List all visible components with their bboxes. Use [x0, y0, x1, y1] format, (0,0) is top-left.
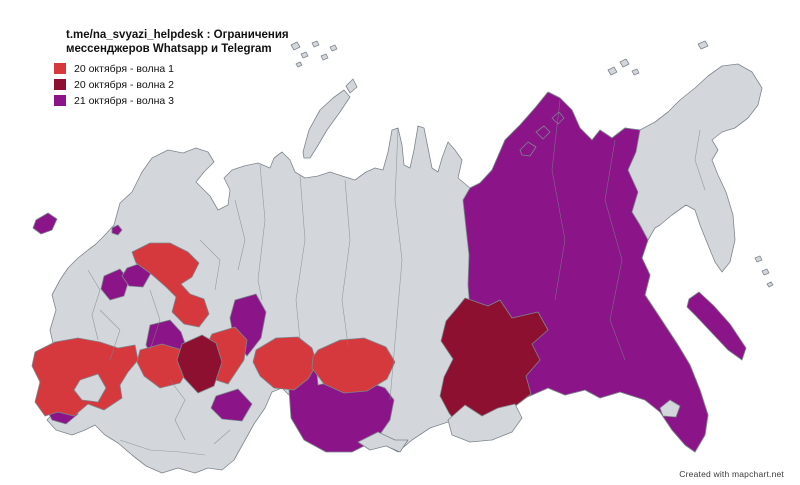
map-region	[210, 388, 253, 422]
legend-item-wave1: 20 октября - волна 1	[54, 61, 174, 76]
map-region	[320, 53, 329, 61]
map-region	[619, 58, 630, 68]
map-region	[136, 343, 191, 389]
map-region	[447, 403, 523, 443]
legend-item-wave2: 20 октября - волна 2	[54, 77, 174, 92]
map-region	[252, 336, 318, 391]
legend-swatch-wave1	[54, 63, 66, 74]
legend-swatch-wave3	[54, 95, 66, 106]
map-region	[100, 268, 130, 301]
region-borders	[87, 99, 706, 456]
map-region	[686, 291, 747, 361]
map-region	[754, 255, 763, 263]
map-region	[535, 125, 551, 140]
map-region	[302, 89, 351, 159]
map-region	[176, 334, 223, 394]
legend-label-wave2: 20 октября - волна 2	[74, 78, 174, 91]
map-region	[519, 141, 537, 157]
map-region	[300, 51, 309, 59]
map-region	[697, 40, 709, 50]
map-region	[766, 281, 774, 288]
map-region	[357, 431, 409, 453]
map-title: t.me/na_svyazi_helpdesk : Ограничения ме…	[66, 28, 289, 56]
legend-label-wave3: 21 октября - волна 3	[74, 94, 174, 107]
map-region	[31, 337, 139, 417]
map-title-line1: t.me/na_svyazi_helpdesk : Ограничения	[66, 29, 289, 41]
legend-item-wave3: 21 октября - волна 3	[54, 93, 174, 108]
map-region	[131, 242, 210, 328]
map-region	[111, 224, 123, 236]
map-region	[311, 40, 320, 48]
legend-swatch-wave2	[54, 79, 66, 90]
map-region	[73, 373, 107, 403]
map-region	[761, 268, 770, 276]
map-region	[295, 61, 303, 68]
legend-label-wave1: 20 октября - волна 1	[74, 62, 174, 75]
map-region	[311, 337, 396, 394]
map-title-line2: мессенджеров Whatsapp и Telegram	[66, 43, 272, 55]
legend: 20 октября - волна 1 20 октября - волна …	[54, 61, 174, 109]
attribution-text: Created with mapchart.net	[679, 469, 784, 479]
map-region	[631, 68, 640, 76]
map-region	[345, 78, 358, 94]
map-region	[32, 212, 58, 235]
map-region	[659, 399, 681, 418]
map-region	[607, 66, 618, 76]
map-region	[329, 44, 338, 52]
map-region	[290, 41, 301, 51]
